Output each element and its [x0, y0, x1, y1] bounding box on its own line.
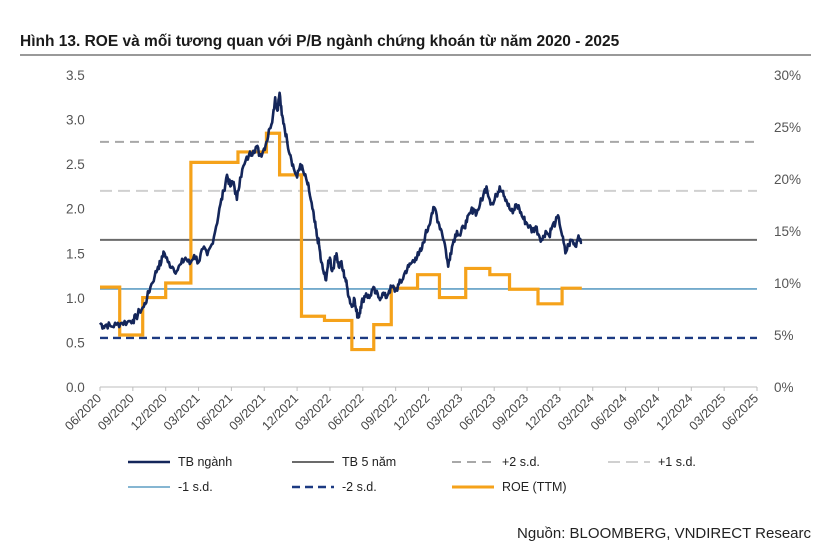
x-tick-label: 06/2025	[719, 391, 761, 433]
y-left-tick-label: 0.5	[66, 335, 85, 350]
y-left-tick-label: 2.5	[66, 157, 85, 172]
y-left-tick-label: 3.5	[66, 68, 85, 83]
legend-label: -2 s.d.	[342, 480, 377, 494]
y-left-tick-label: 3.0	[66, 113, 85, 128]
legend-label: -1 s.d.	[178, 480, 213, 494]
y-right-tick-label: 15%	[774, 224, 801, 239]
y-right-tick-label: 25%	[774, 120, 801, 135]
y-right-tick-label: 5%	[774, 328, 794, 343]
y-left-tick-label: 1.0	[66, 291, 85, 306]
legend-label: ROE (TTM)	[502, 480, 567, 494]
y-right-tick-label: 10%	[774, 276, 801, 291]
chart-title: Hình 13. ROE và mối tương quan với P/B n…	[20, 33, 620, 50]
legend-label: TB ngành	[178, 455, 232, 469]
roe-line	[100, 131, 582, 352]
y-left-tick-label: 1.5	[66, 246, 85, 261]
y-right-tick-label: 0%	[774, 380, 794, 395]
y-left-tick-label: 0.0	[66, 380, 85, 395]
y-left-tick-label: 2.0	[66, 202, 85, 217]
legend-label: +1 s.d.	[658, 455, 696, 469]
legend-label: +2 s.d.	[502, 455, 540, 469]
source-note: Nguồn: BLOOMBERG, VNDIRECT Researc	[517, 525, 811, 542]
tb-nganh-line	[98, 91, 583, 330]
y-right-tick-label: 30%	[774, 68, 801, 83]
y-right-tick-label: 20%	[774, 172, 801, 187]
legend-label: TB 5 năm	[342, 455, 396, 469]
